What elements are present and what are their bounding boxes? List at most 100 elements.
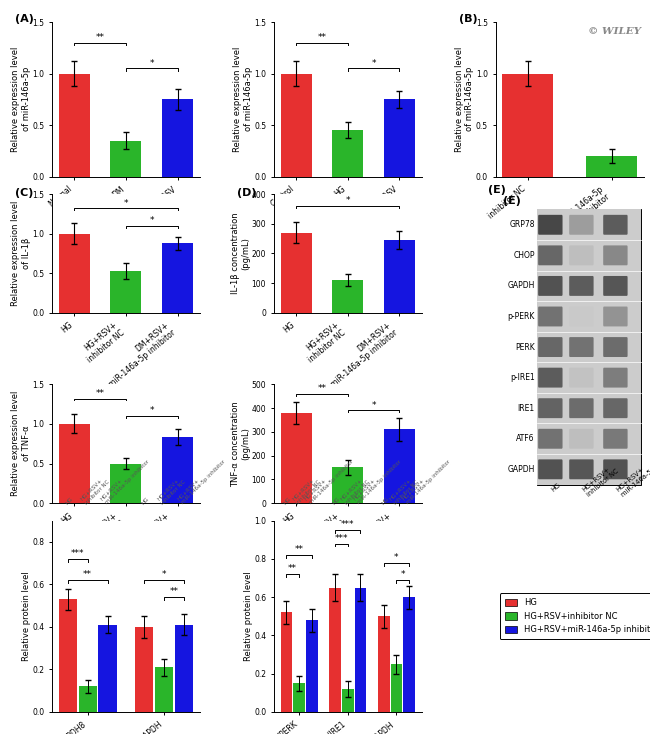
- Bar: [281, 413, 311, 503]
- Text: HG: HG: [332, 496, 341, 505]
- FancyBboxPatch shape: [538, 245, 562, 265]
- Y-axis label: IL-1β concentration
(pg/mL): IL-1β concentration (pg/mL): [231, 213, 250, 294]
- FancyBboxPatch shape: [538, 368, 562, 388]
- Text: (B): (B): [459, 14, 477, 24]
- FancyBboxPatch shape: [603, 429, 628, 448]
- Text: HG: HG: [283, 496, 292, 505]
- Text: p-PERK: p-PERK: [508, 312, 535, 321]
- FancyBboxPatch shape: [569, 215, 593, 235]
- Text: HG+RSV+
inhibitor NC: HG+RSV+ inhibitor NC: [80, 475, 111, 505]
- Text: ***: ***: [71, 549, 84, 558]
- Bar: [162, 243, 193, 313]
- Text: HG+RSV+
inhibitor NC: HG+RSV+ inhibitor NC: [340, 475, 370, 505]
- Text: **: **: [96, 389, 105, 398]
- Bar: [537, 393, 640, 424]
- Text: PERK: PERK: [515, 343, 535, 352]
- FancyBboxPatch shape: [603, 399, 628, 418]
- FancyBboxPatch shape: [538, 399, 562, 418]
- Bar: [162, 437, 193, 503]
- FancyBboxPatch shape: [603, 215, 628, 235]
- Bar: [384, 429, 415, 503]
- Text: HG: HG: [551, 482, 562, 493]
- Bar: [175, 625, 193, 712]
- Bar: [537, 363, 640, 393]
- Text: HG: HG: [64, 496, 74, 505]
- Text: ATF6: ATF6: [516, 435, 535, 443]
- Text: *: *: [371, 401, 376, 410]
- Y-axis label: Relative expression level
of TNF-α: Relative expression level of TNF-α: [12, 391, 31, 496]
- FancyBboxPatch shape: [569, 459, 593, 479]
- Text: *: *: [124, 199, 128, 208]
- Text: HG+RSV+
miR-146a-5p inhibitor: HG+RSV+ miR-146a-5p inhibitor: [304, 455, 354, 505]
- Text: HG+RSV+
miR-146a-5p inhibitor: HG+RSV+ miR-146a-5p inhibitor: [353, 455, 403, 505]
- FancyBboxPatch shape: [569, 307, 593, 327]
- Text: HG+RSV+
miR-146a-5p inhibitor: HG+RSV+ miR-146a-5p inhibitor: [402, 455, 452, 505]
- FancyBboxPatch shape: [569, 245, 593, 265]
- Text: (A): (A): [15, 14, 34, 24]
- FancyBboxPatch shape: [538, 215, 562, 235]
- Bar: [332, 468, 363, 503]
- Bar: [306, 620, 317, 712]
- FancyBboxPatch shape: [538, 307, 562, 327]
- Y-axis label: Relative expression level
of miR-146a-5p: Relative expression level of miR-146a-5p: [455, 47, 474, 152]
- Text: **: **: [170, 587, 179, 596]
- FancyBboxPatch shape: [603, 245, 628, 265]
- Bar: [332, 280, 363, 313]
- Text: HG+RSV+
miR-146a-5p inhibitor: HG+RSV+ miR-146a-5p inhibitor: [616, 441, 650, 498]
- Bar: [537, 454, 640, 484]
- Bar: [281, 612, 292, 712]
- Text: GAPDH: GAPDH: [508, 281, 535, 291]
- FancyBboxPatch shape: [603, 459, 628, 479]
- Text: (E): (E): [488, 185, 506, 195]
- Bar: [537, 209, 640, 240]
- Text: **: **: [288, 564, 297, 573]
- Bar: [281, 233, 311, 313]
- Text: HG: HG: [141, 496, 150, 505]
- Text: © WILEY: © WILEY: [588, 26, 640, 36]
- Text: *: *: [400, 570, 405, 579]
- Text: HG+RSV+
miR-146a-5p inhibitor: HG+RSV+ miR-146a-5p inhibitor: [100, 455, 150, 505]
- Bar: [355, 588, 366, 712]
- Bar: [293, 683, 305, 712]
- Text: *: *: [150, 59, 154, 68]
- Bar: [111, 140, 142, 177]
- Legend: HG, HG+RSV+inhibitor NC, HG+RSV+miR-146a-5p inhibitor: HG, HG+RSV+inhibitor NC, HG+RSV+miR-146a…: [500, 593, 650, 639]
- FancyBboxPatch shape: [538, 276, 562, 296]
- Bar: [378, 617, 389, 712]
- Bar: [58, 233, 90, 313]
- Bar: [135, 627, 153, 712]
- Text: **: **: [294, 545, 304, 554]
- Text: HG+RSV+
inhibitor NC: HG+RSV+ inhibitor NC: [389, 475, 419, 505]
- Bar: [502, 73, 552, 177]
- Text: IRE1: IRE1: [517, 404, 535, 413]
- FancyBboxPatch shape: [538, 429, 562, 448]
- Bar: [537, 271, 640, 301]
- Text: **: **: [317, 33, 326, 42]
- Bar: [403, 597, 415, 712]
- Bar: [155, 667, 174, 712]
- Bar: [330, 588, 341, 712]
- Text: CHOP: CHOP: [514, 251, 535, 260]
- Bar: [281, 73, 311, 177]
- Text: HG: HG: [380, 496, 390, 505]
- Text: **: **: [96, 33, 105, 42]
- Bar: [537, 301, 640, 332]
- Bar: [384, 240, 415, 313]
- Bar: [332, 130, 363, 177]
- Y-axis label: TNF-α concentration
(pg/mL): TNF-α concentration (pg/mL): [231, 401, 250, 487]
- Text: ***: ***: [341, 520, 354, 529]
- Bar: [111, 464, 142, 503]
- FancyBboxPatch shape: [569, 399, 593, 418]
- Text: *: *: [162, 570, 166, 579]
- Bar: [162, 99, 193, 177]
- Text: (D): (D): [237, 188, 256, 198]
- Text: (E): (E): [503, 197, 521, 206]
- FancyBboxPatch shape: [603, 337, 628, 357]
- Bar: [391, 664, 402, 712]
- Text: (C): (C): [15, 188, 33, 198]
- FancyBboxPatch shape: [603, 276, 628, 296]
- Bar: [98, 625, 117, 712]
- Text: HG+RSV+
inhibitor NC: HG+RSV+ inhibitor NC: [581, 462, 620, 498]
- Bar: [111, 271, 142, 313]
- FancyBboxPatch shape: [569, 368, 593, 388]
